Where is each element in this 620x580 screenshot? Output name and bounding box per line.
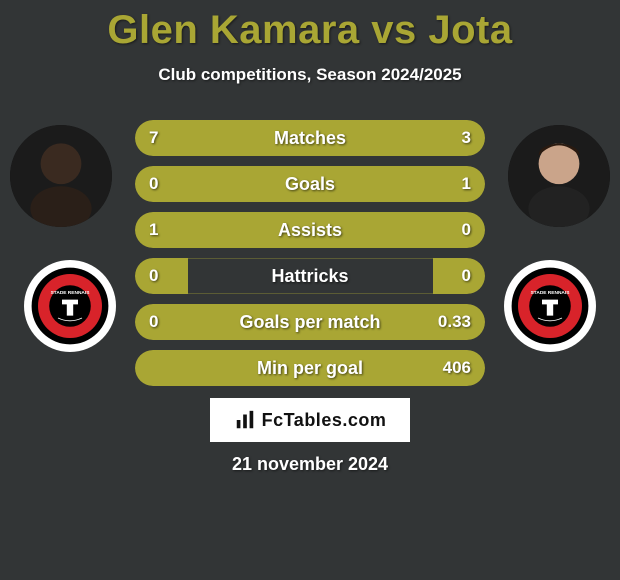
svg-text:STADE RENNAIS: STADE RENNAIS [531, 290, 571, 296]
stat-value-right: 406 [443, 350, 471, 386]
stat-value-right: 0.33 [438, 304, 471, 340]
stat-row: Hattricks0 0 [135, 258, 485, 294]
stat-row: Assists1 0 [135, 212, 485, 248]
stat-label: Min per goal [135, 350, 485, 386]
page-subtitle: Club competitions, Season 2024/2025 [0, 65, 620, 85]
stat-value-right: 1 [462, 166, 471, 202]
page-title: Glen Kamara vs Jota [0, 0, 620, 53]
svg-text:STADE RENNAIS: STADE RENNAIS [51, 290, 91, 296]
stat-value-right: 0 [462, 212, 471, 248]
stade-rennais-icon: STADE RENNAIS [30, 266, 110, 346]
player-left-avatar [10, 125, 112, 227]
stat-row: Goals per match0 0.33 [135, 304, 485, 340]
stat-label: Hattricks [135, 258, 485, 294]
stat-row: Min per goal406 [135, 350, 485, 386]
stat-value-left: 0 [149, 304, 158, 340]
stat-label: Goals per match [135, 304, 485, 340]
stat-value-left: 0 [149, 166, 158, 202]
stat-value-right: 0 [462, 258, 471, 294]
branding-badge: FcTables.com [210, 398, 410, 442]
club-left-logo: STADE RENNAIS [24, 260, 116, 352]
chart-bars-icon [234, 409, 256, 431]
stat-row: Matches7 3 [135, 120, 485, 156]
stat-value-left: 0 [149, 258, 158, 294]
stat-label: Assists [135, 212, 485, 248]
stat-value-left: 1 [149, 212, 158, 248]
player-right-avatar [508, 125, 610, 227]
stat-label: Matches [135, 120, 485, 156]
stats-container: Matches73Goals01Assists10Hattricks00Goal… [135, 120, 485, 396]
avatar-placeholder-icon [10, 125, 112, 227]
avatar-placeholder-icon [508, 125, 610, 227]
date-stamp: 21 november 2024 [0, 454, 620, 475]
stat-value-left: 7 [149, 120, 158, 156]
stade-rennais-icon: STADE RENNAIS [510, 266, 590, 346]
stat-label: Goals [135, 166, 485, 202]
stat-value-right: 3 [462, 120, 471, 156]
branding-text: FcTables.com [262, 410, 387, 431]
club-right-logo: STADE RENNAIS [504, 260, 596, 352]
stat-row: Goals0 1 [135, 166, 485, 202]
